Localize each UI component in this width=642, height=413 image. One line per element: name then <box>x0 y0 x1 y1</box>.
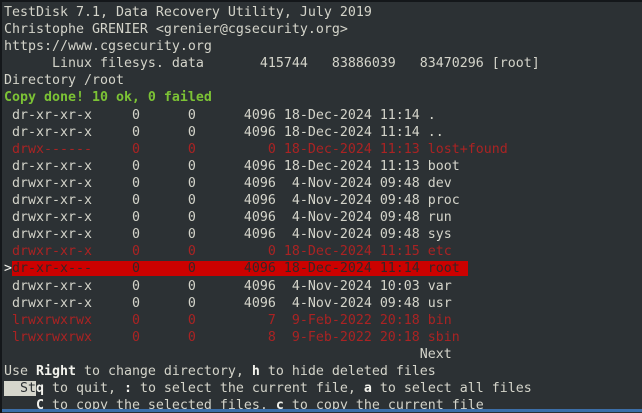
file-row-text: drwxr-xr-x 0 0 0 18-Dec-2024 11:15 etc <box>12 244 452 260</box>
file-row-text: dr-xr-xr-x 0 0 4096 18-Dec-2024 11:14 . <box>12 107 436 123</box>
file-row-text: drwxr-xr-x 0 0 4096 4-Nov-2024 09:48 dev <box>12 175 452 191</box>
file-row-text: lrwxrwxrwx 0 0 8 9-Feb-2022 20:18 sbin <box>12 329 460 345</box>
directory-path: Directory /root <box>4 73 124 89</box>
app-website: https://www.cgsecurity.org <box>4 39 212 55</box>
file-row[interactable]: dr-xr-xr-x 0 0 4096 18-Dec-2024 11:13 bo… <box>4 158 642 175</box>
file-row-text: dr-xr-xr-x 0 0 4096 18-Dec-2024 11:14 .. <box>12 124 444 140</box>
help-segment: to hide deleted files <box>259 363 436 379</box>
file-row-text: drwxr-xr-x 0 0 4096 4-Nov-2024 09:48 sys <box>12 227 452 243</box>
app-author: Christophe GRENIER <grenier@cgsecurity.o… <box>4 22 348 38</box>
help-key: a <box>363 381 372 397</box>
partition-info: Linux filesys. data 415744 83886039 8347… <box>4 56 540 72</box>
file-row-text: drwxr-xr-x 0 0 4096 4-Nov-2024 09:48 pro… <box>12 193 460 209</box>
selection-cursor <box>4 210 12 225</box>
help-key: h <box>251 363 260 379</box>
file-row[interactable]: drwxr-xr-x 0 0 4096 4-Nov-2024 09:48 sys <box>4 226 642 243</box>
file-row[interactable]: dr-xr-xr-x 0 0 4096 18-Dec-2024 11:14 . <box>4 107 642 124</box>
file-list: dr-xr-xr-x 0 0 4096 18-Dec-2024 11:14 . … <box>4 107 642 346</box>
help-key: Right <box>35 363 76 379</box>
file-row[interactable]: drwxr-xr-x 0 0 4096 4-Nov-2024 09:48 run <box>4 209 642 226</box>
help-segment: to select all files <box>371 381 532 397</box>
app-title: TestDisk 7.1, Data Recovery Utility, Jul… <box>4 5 372 20</box>
help-segment: to quit, <box>43 381 124 397</box>
help-text: Use Right to change directory, h to hide… <box>4 363 642 413</box>
file-row-text: drwx------ 0 0 0 18-Dec-2024 11:13 lost+… <box>12 141 508 157</box>
file-row-text: dr-xr-xr-x 0 0 4096 18-Dec-2024 11:13 bo… <box>12 158 460 174</box>
file-row[interactable]: drwxr-xr-x 0 0 4096 4-Nov-2024 09:48 pro… <box>4 192 642 209</box>
selection-cursor <box>4 125 12 140</box>
file-row[interactable]: drwxr-xr-x 0 0 4096 4-Nov-2024 09:48 dev <box>4 175 642 192</box>
file-row[interactable]: drwxr-xr-x 0 0 0 18-Dec-2024 11:15 etc <box>4 243 642 260</box>
selection-cursor <box>4 176 12 191</box>
selection-cursor <box>4 279 12 294</box>
file-row[interactable]: drwx------ 0 0 0 18-Dec-2024 11:13 lost+… <box>4 141 642 158</box>
file-row[interactable]: drwxr-xr-x 0 0 4096 4-Nov-2024 10:03 var <box>4 278 642 295</box>
selection-cursor <box>4 108 12 123</box>
help-segment: to select the current file, <box>131 381 364 397</box>
help-segment: Use <box>4 363 36 379</box>
selection-cursor <box>4 330 12 345</box>
selection-cursor <box>4 142 12 157</box>
selection-cursor <box>4 159 12 174</box>
file-row-text: drwxr-xr-x 0 0 4096 4-Nov-2024 10:03 var <box>12 278 452 294</box>
help-segment: to change directory, <box>75 363 252 379</box>
stop-label-remnant: St <box>4 381 36 397</box>
selection-cursor <box>4 244 12 259</box>
window-edge-bar <box>2 409 642 412</box>
selection-cursor: > <box>4 261 12 277</box>
selection-cursor <box>4 193 12 208</box>
file-row[interactable]: dr-xr-xr-x 0 0 4096 18-Dec-2024 11:14 .. <box>4 124 642 141</box>
file-row-text: dr-xr-x--- 0 0 4096 18-Dec-2024 11:14 ro… <box>12 261 468 277</box>
selection-cursor <box>4 313 12 328</box>
help-key: c <box>275 398 284 413</box>
help-key: q <box>35 381 44 397</box>
selection-cursor <box>4 227 12 242</box>
file-row[interactable]: drwxr-xr-x 0 0 4096 4-Nov-2024 09:48 usr <box>4 295 642 312</box>
file-row-text: drwxr-xr-x 0 0 4096 4-Nov-2024 09:48 usr <box>12 295 452 311</box>
file-row[interactable]: lrwxrwxrwx 0 0 8 9-Feb-2022 20:18 sbin <box>4 329 642 346</box>
file-row[interactable]: lrwxrwxrwx 0 0 7 9-Feb-2022 20:18 bin <box>4 312 642 329</box>
pager-line: Next <box>4 346 642 363</box>
copy-status: Copy done! 10 ok, 0 failed <box>4 90 212 106</box>
help-key: C <box>35 398 44 413</box>
help-line: Stq to quit, : to select the current fil… <box>4 380 642 397</box>
file-row[interactable]: >dr-xr-x--- 0 0 4096 18-Dec-2024 11:14 r… <box>4 260 642 277</box>
next-pager[interactable]: Next <box>419 346 452 362</box>
file-row-text: drwxr-xr-x 0 0 4096 4-Nov-2024 09:48 run <box>12 210 452 226</box>
help-line: Use Right to change directory, h to hide… <box>4 363 642 380</box>
file-row-text: lrwxrwxrwx 0 0 7 9-Feb-2022 20:18 bin <box>12 312 452 328</box>
selection-cursor <box>4 296 12 311</box>
help-key: : <box>123 381 132 397</box>
terminal-content: TestDisk 7.1, Data Recovery Utility, Jul… <box>4 4 642 413</box>
